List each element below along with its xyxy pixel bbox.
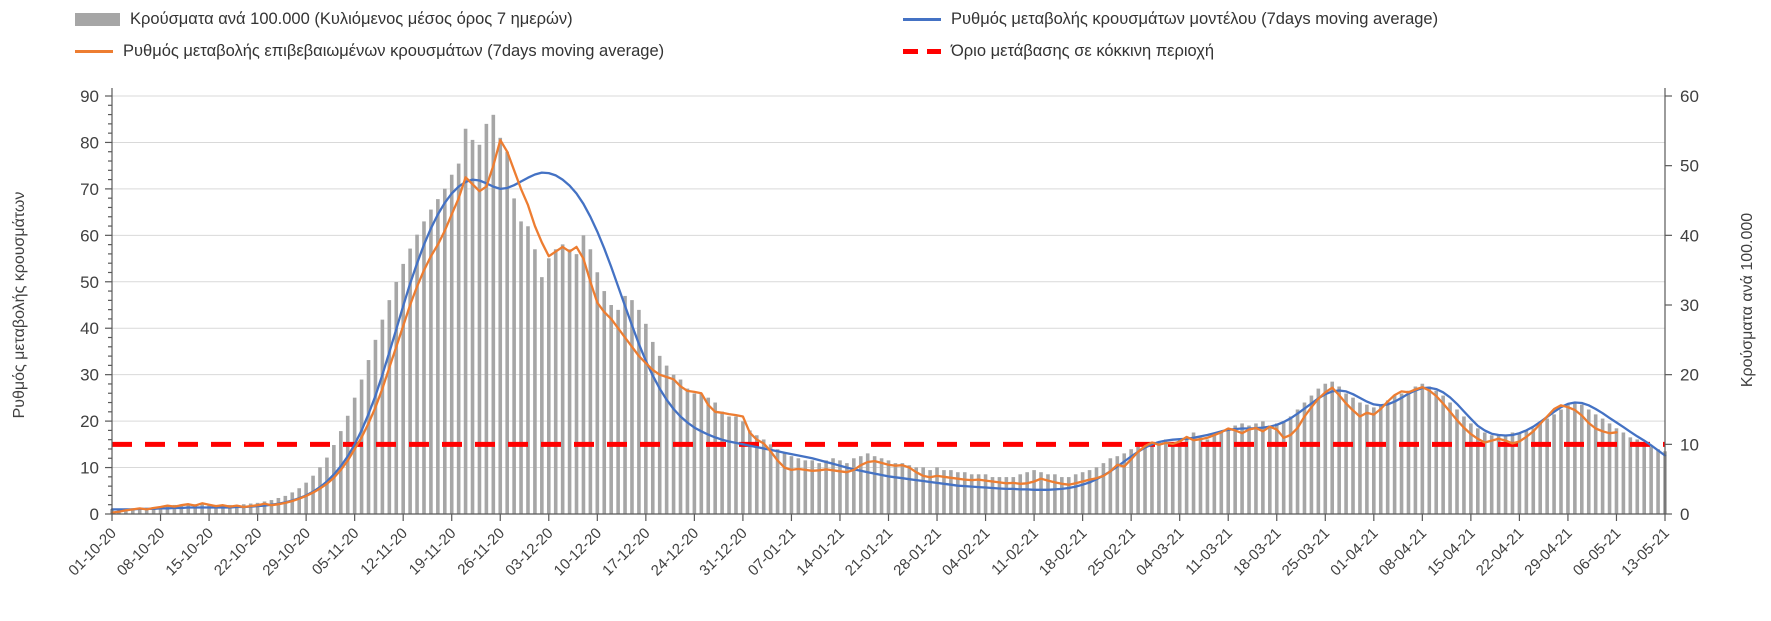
svg-text:50: 50	[80, 273, 99, 292]
legend-label-threshold: Όριο μετάβασης σε κόκκινη περιοχή	[951, 41, 1215, 60]
svg-text:60: 60	[80, 226, 99, 245]
svg-text:20: 20	[1680, 366, 1699, 385]
svg-text:20: 20	[80, 412, 99, 431]
svg-text:07-01-21: 07-01-21	[745, 525, 799, 579]
svg-text:19-11-20: 19-11-20	[406, 525, 460, 579]
svg-text:15-10-20: 15-10-20	[162, 525, 216, 579]
svg-text:18-02-21: 18-02-21	[1036, 525, 1090, 579]
left-axis-ticks: 0 10 20 30 40 50 60 70 80 90	[80, 87, 112, 524]
confirmed-rate-line	[110, 138, 1618, 514]
legend-item-threshold: Όριο μετάβασης σε κόκκινη περιοχή	[903, 38, 1725, 64]
svg-text:28-01-21: 28-01-21	[890, 525, 944, 579]
svg-text:21-01-21: 21-01-21	[842, 525, 896, 579]
svg-text:30: 30	[1680, 296, 1699, 315]
svg-text:05-11-20: 05-11-20	[309, 525, 363, 579]
confirmed-line-swatch-icon	[75, 49, 113, 53]
svg-text:08-10-20: 08-10-20	[114, 525, 168, 579]
svg-text:10: 10	[80, 459, 99, 478]
svg-text:22-04-21: 22-04-21	[1473, 525, 1527, 579]
svg-text:12-11-20: 12-11-20	[357, 525, 411, 579]
svg-text:10: 10	[1680, 435, 1699, 454]
svg-text:03-12-20: 03-12-20	[502, 525, 556, 579]
svg-text:01-10-20: 01-10-20	[65, 525, 119, 579]
svg-text:17-12-20: 17-12-20	[599, 525, 653, 579]
svg-text:22-10-20: 22-10-20	[211, 525, 265, 579]
svg-text:25-03-21: 25-03-21	[1279, 525, 1333, 579]
left-axis-title: Ρυθμός μεταβολής κρουσμάτων	[11, 192, 28, 419]
svg-text:10-12-20: 10-12-20	[551, 525, 605, 579]
legend-item-model-rate: Ρυθμός μεταβολής κρουσμάτων μοντέλου (7d…	[903, 6, 1725, 32]
svg-text:29-04-21: 29-04-21	[1521, 525, 1575, 579]
svg-text:04-02-21: 04-02-21	[939, 525, 993, 579]
threshold-dash-swatch-icon	[903, 48, 941, 54]
svg-text:14-01-21: 14-01-21	[793, 525, 847, 579]
legend-label-cases: Κρούσματα ανά 100.000 (Κυλιόμενος μέσος …	[130, 9, 573, 28]
legend-item-cases: Κρούσματα ανά 100.000 (Κυλιόμενος μέσος …	[75, 6, 903, 32]
svg-text:70: 70	[80, 180, 99, 199]
svg-text:04-03-21: 04-03-21	[1133, 525, 1187, 579]
svg-text:80: 80	[80, 133, 99, 152]
svg-text:50: 50	[1680, 157, 1699, 176]
legend-label-confirmed-rate: Ρυθμός μεταβολής επιβεβαιωμένων κρουσμάτ…	[123, 41, 665, 60]
svg-text:26-11-20: 26-11-20	[454, 525, 508, 579]
model-line-swatch-icon	[903, 17, 941, 21]
gridlines	[112, 95, 1665, 469]
svg-text:25-02-21: 25-02-21	[1085, 525, 1139, 579]
svg-text:90: 90	[80, 87, 99, 106]
svg-text:0: 0	[1680, 505, 1689, 524]
svg-text:31-12-20: 31-12-20	[696, 525, 750, 579]
axes	[111, 88, 1666, 515]
svg-text:11-02-21: 11-02-21	[988, 525, 1042, 579]
right-axis-title: Κρούσματα ανά 100.000	[1739, 213, 1756, 387]
x-axis-ticks-labels: 01-10-2008-10-2015-10-2022-10-2029-10-20…	[65, 514, 1673, 579]
svg-text:01-04-21: 01-04-21	[1327, 525, 1381, 579]
svg-text:40: 40	[1680, 226, 1699, 245]
svg-text:11-03-21: 11-03-21	[1182, 525, 1236, 579]
legend-item-confirmed-rate: Ρυθμός μεταβολής επιβεβαιωμένων κρουσμάτ…	[75, 38, 903, 64]
right-axis-ticks: 0 10 20 30 40 50 60	[1665, 87, 1699, 524]
chart-legend: Κρούσματα ανά 100.000 (Κυλιόμενος μέσος …	[75, 6, 1725, 64]
svg-text:40: 40	[80, 319, 99, 338]
svg-text:08-04-21: 08-04-21	[1376, 525, 1430, 579]
svg-text:29-10-20: 29-10-20	[259, 525, 313, 579]
svg-text:60: 60	[1680, 87, 1699, 106]
model-rate-line	[110, 171, 1667, 511]
svg-text:0: 0	[90, 505, 99, 524]
svg-text:18-03-21: 18-03-21	[1230, 525, 1284, 579]
cases-bars-series	[110, 114, 1667, 515]
svg-text:24-12-20: 24-12-20	[648, 525, 702, 579]
svg-text:13-05-21: 13-05-21	[1618, 525, 1672, 579]
legend-label-model-rate: Ρυθμός μεταβολής κρουσμάτων μοντέλου (7d…	[951, 9, 1439, 28]
svg-text:30: 30	[80, 366, 99, 385]
cases-bar-swatch-icon	[75, 12, 120, 26]
svg-text:15-04-21: 15-04-21	[1424, 525, 1478, 579]
svg-text:06-05-21: 06-05-21	[1570, 525, 1624, 579]
